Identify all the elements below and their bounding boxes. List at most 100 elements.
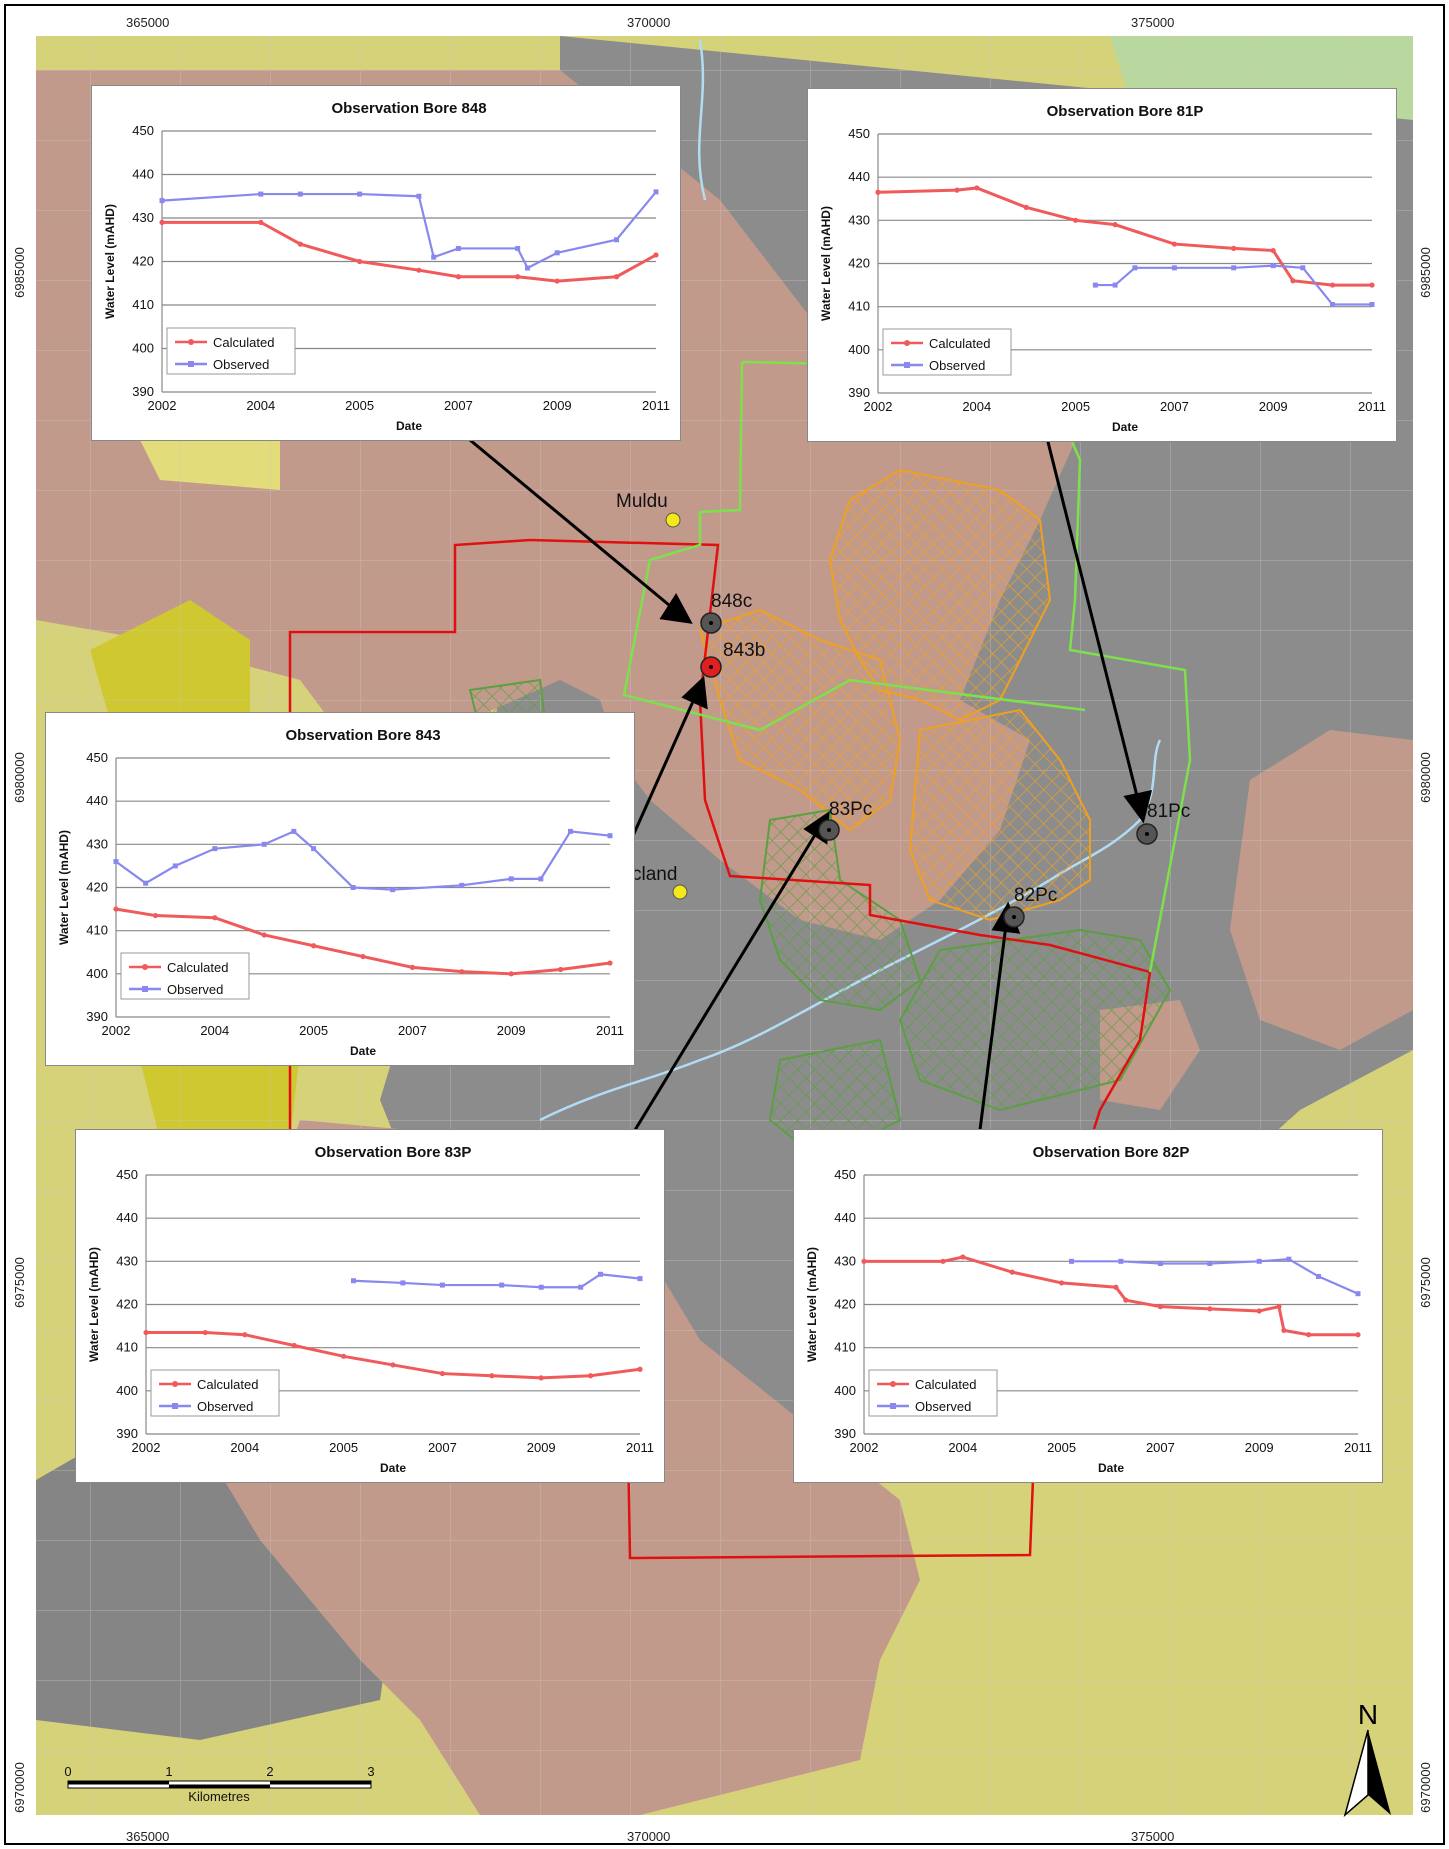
observed-point: [567, 828, 573, 834]
northing-right-4: 6970000: [1417, 1762, 1433, 1813]
series-calculated-line: [162, 220, 657, 283]
x-tick-label: 2005: [329, 1440, 358, 1455]
y-tick-label: 400: [86, 966, 108, 981]
y-tick-label: 450: [116, 1167, 138, 1182]
chart-bore-848: Observation Bore 848 390 400 410 420 430 440 45…: [91, 85, 681, 441]
calculated-point: [409, 964, 415, 970]
northing-left-1: 6985000: [11, 247, 27, 298]
x-axis-label: Date: [1112, 420, 1138, 434]
y-tick-label: 450: [86, 750, 108, 765]
y-tick-label: 420: [834, 1297, 856, 1312]
calculated-point: [1157, 1304, 1163, 1310]
y-tick-label: 400: [834, 1383, 856, 1398]
calculated-point: [875, 189, 881, 195]
northing-right-3: 6975000: [1417, 1257, 1433, 1308]
observed-point: [1132, 265, 1138, 271]
observed-point: [1315, 1273, 1321, 1279]
north-label: N: [1358, 1699, 1378, 1730]
observed-point: [113, 859, 119, 865]
chart-bore-82P: Observation Bore 82P 390 400 410 420 430 440 45…: [793, 1129, 1383, 1483]
chart-title: Observation Bore 81P: [1047, 103, 1204, 120]
scale-tick-0: 0: [64, 1764, 71, 1779]
calculated-point: [1113, 1284, 1119, 1290]
chart-bore-83P: Observation Bore 83P 390 400 410 420 430 440 45…: [75, 1129, 665, 1483]
series-observed-line: [353, 1273, 641, 1289]
observed-point: [1171, 265, 1177, 271]
y-tick-label: 410: [848, 299, 870, 314]
x-tick-label: 2007: [428, 1440, 457, 1455]
calculated-point: [1123, 1297, 1129, 1303]
calculated-point: [1231, 245, 1237, 251]
observed-point: [212, 846, 218, 852]
x-tick-label: 2007: [1160, 399, 1189, 414]
y-tick-label: 390: [132, 384, 154, 399]
x-tick-label: 2009: [1245, 1440, 1274, 1455]
calculated-point: [291, 1342, 297, 1349]
calculated-point: [508, 971, 514, 977]
y-tick-label: 440: [848, 169, 870, 184]
northing-left-4: 6970000: [11, 1762, 27, 1813]
y-axis-label: Water Level (mAHD): [819, 206, 833, 321]
x-tick-label: 2007: [444, 398, 473, 413]
calculated-point: [390, 1362, 396, 1368]
y-tick-label: 390: [848, 385, 870, 400]
calculated-point: [258, 219, 264, 225]
observed-point: [311, 846, 317, 852]
calculated-point: [1059, 1280, 1065, 1286]
legend-label-observed: Observed: [929, 358, 985, 373]
calculated-point: [1281, 1327, 1287, 1333]
y-tick-label: 410: [116, 1340, 138, 1355]
observed-point: [261, 841, 267, 847]
calculated-point: [357, 258, 363, 265]
chart-svg: Observation Bore 82P 390 400 410 420 430 440 45…: [805, 1144, 1372, 1475]
y-tick-label: 430: [86, 836, 108, 851]
place-muldu-label: Muldu: [616, 491, 668, 512]
calculated-point: [1073, 217, 1079, 223]
x-tick-label: 2009: [497, 1023, 526, 1038]
chart-svg: Observation Bore 83P 390 400 410 420 430 440 45…: [87, 1144, 654, 1475]
calculated-point: [1306, 1332, 1312, 1338]
legend-label-calculated: Calculated: [929, 336, 990, 351]
calculated-point: [653, 252, 659, 258]
legend-box: [120, 952, 250, 1000]
observed-point: [525, 265, 531, 271]
bore-82Pc-label: 82Pc: [1014, 885, 1057, 906]
legend-marker-observed: [188, 361, 194, 367]
y-axis-label: Water Level (mAHD): [87, 1247, 101, 1362]
legend-label-observed: Observed: [213, 357, 269, 372]
observed-point: [1329, 302, 1335, 308]
north-arrow-icon: N: [1343, 1699, 1391, 1818]
chart-title: Observation Bore 843: [285, 727, 440, 744]
easting-bottom-2: 370000: [627, 1829, 671, 1844]
chart-svg: Observation Bore 843 390 400 410 420 430 440 45…: [57, 727, 624, 1058]
chart-title: Observation Bore 82P: [1033, 1144, 1190, 1161]
bore-81Pc-label: 81Pc: [1147, 801, 1190, 822]
calculated-point: [1355, 1332, 1361, 1338]
x-tick-label: 2011: [1344, 1440, 1372, 1455]
easting-top-1: 365000: [126, 15, 170, 30]
bore-848c-label: 848c: [711, 591, 752, 612]
scale-tick-2: 2: [266, 1764, 273, 1779]
x-tick-label: 2004: [948, 1440, 977, 1455]
observed-point: [538, 876, 544, 882]
calculated-point: [1171, 241, 1177, 247]
bore-843b-label: 843b: [723, 640, 765, 661]
y-tick-label: 430: [116, 1253, 138, 1268]
y-tick-label: 440: [132, 167, 154, 182]
observed-point: [578, 1284, 584, 1290]
calculated-point: [1270, 247, 1276, 254]
calculated-point: [554, 278, 560, 284]
legend-marker-observed: [172, 1403, 178, 1409]
series-observed-line: [161, 191, 657, 270]
observed-point: [538, 1284, 544, 1290]
calculated-point: [1207, 1306, 1213, 1312]
observed-point: [637, 1276, 643, 1282]
y-tick-label: 410: [834, 1340, 856, 1355]
y-axis-label: Water Level (mAHD): [805, 1247, 819, 1362]
x-tick-label: 2002: [864, 399, 893, 414]
x-tick-label: 2009: [527, 1440, 556, 1455]
bore-81Pc: 81Pc: [1136, 801, 1190, 845]
series-observed-line: [115, 830, 611, 891]
observed-point: [1112, 282, 1118, 288]
calculated-point: [113, 906, 119, 912]
